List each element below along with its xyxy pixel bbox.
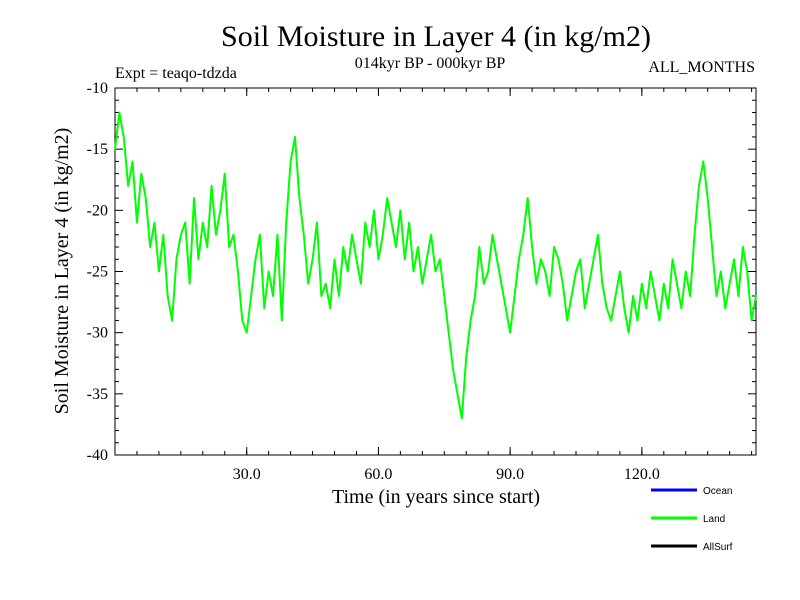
x-axis-label: Time (in years since start) <box>332 486 540 508</box>
y-tick-label: -20 <box>87 202 108 219</box>
chart-subtitle: 014kyr BP - 000kyr BP <box>355 55 506 72</box>
y-tick-label: -40 <box>87 447 108 464</box>
y-axis: -10 -15 -20 -25 -30 -35 -40 <box>87 80 756 464</box>
series-layer <box>114 111 757 420</box>
x-tick-label: 60.0 <box>364 466 392 483</box>
y-tick-label: -25 <box>87 264 108 281</box>
legend-label-ocean: Ocean <box>703 486 732 497</box>
series-line-land <box>114 111 757 420</box>
x-tick-label: 30.0 <box>233 466 261 483</box>
chart-title: Soil Moisture in Layer 4 (in kg/m2) <box>221 20 651 53</box>
legend: Ocean Land AllSurf <box>651 486 733 553</box>
x-tick-label: 90.0 <box>496 466 524 483</box>
experiment-label: Expt = teaqo-tdzda <box>115 65 237 82</box>
y-tick-label: -35 <box>87 386 108 403</box>
y-axis-label: Soil Moisture in Layer 4 (in kg/m2) <box>51 128 73 415</box>
months-label: ALL_MONTHS <box>648 59 755 76</box>
x-axis: 30.0 60.0 90.0 120.0 <box>136 88 753 483</box>
legend-label-land: Land <box>703 514 725 525</box>
legend-label-allsurf: AllSurf <box>703 542 733 553</box>
y-tick-label: -15 <box>87 141 108 158</box>
y-tick-label: -30 <box>87 325 108 342</box>
x-tick-label: 120.0 <box>624 466 660 483</box>
y-tick-label: -10 <box>87 80 108 97</box>
